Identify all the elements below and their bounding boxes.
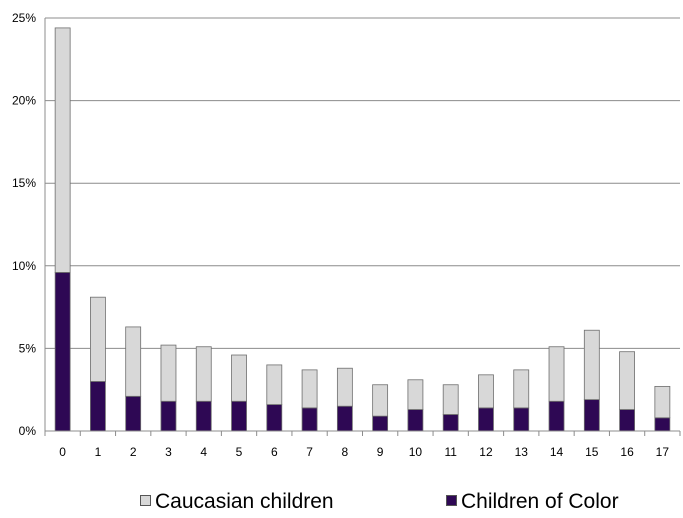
bar-caucasian-children xyxy=(195,346,212,402)
bar-children-of-color xyxy=(548,400,565,432)
x-tick-label: 15 xyxy=(585,445,599,459)
legend-swatch-caucasian xyxy=(140,494,151,506)
bar-children-of-color xyxy=(266,404,283,432)
y-tick-label: 25% xyxy=(12,11,36,25)
bar-caucasian-children xyxy=(266,364,283,405)
bar-caucasian-children xyxy=(619,351,635,410)
legend-label-caucasian: Caucasian children xyxy=(155,490,334,513)
bar-children-of-color xyxy=(54,272,71,432)
bar-children-of-color xyxy=(513,407,530,432)
bar-caucasian-children xyxy=(548,346,565,402)
x-tick-label: 1 xyxy=(95,445,102,459)
x-tick-label: 9 xyxy=(377,445,384,459)
x-tick-label: 16 xyxy=(620,445,634,459)
bar-caucasian-children xyxy=(478,374,494,409)
x-tick-label: 12 xyxy=(479,445,493,459)
bar-caucasian-children xyxy=(90,296,106,382)
bar-caucasian-children xyxy=(54,27,71,273)
bar-caucasian-children xyxy=(583,329,600,401)
y-tick-label: 20% xyxy=(12,94,36,108)
x-tick-label: 10 xyxy=(409,445,423,459)
bar-children-of-color xyxy=(231,400,247,432)
bar-children-of-color xyxy=(301,407,318,432)
bar-caucasian-children xyxy=(372,384,389,417)
y-tick-label: 5% xyxy=(19,341,37,355)
legend-item-caucasian: Caucasian children xyxy=(140,490,334,514)
bar-children-of-color xyxy=(478,407,494,432)
bar-caucasian-children xyxy=(125,326,142,397)
bar-children-of-color xyxy=(125,395,142,432)
bar-children-of-color xyxy=(654,417,671,432)
y-tick-label: 10% xyxy=(12,259,36,273)
legend: Caucasian children Children of Color xyxy=(0,484,683,518)
x-tick-label: 8 xyxy=(342,445,349,459)
bar-caucasian-children xyxy=(160,344,177,402)
x-tick-label: 2 xyxy=(130,445,137,459)
bar-children-of-color xyxy=(619,409,635,432)
bar-children-of-color xyxy=(195,400,212,432)
x-tick-label: 17 xyxy=(656,445,670,459)
y-tick-label: 15% xyxy=(12,176,36,190)
bar-children-of-color xyxy=(336,405,353,432)
bar-caucasian-children xyxy=(442,384,459,415)
y-tick-label: 0% xyxy=(19,424,37,438)
bar-caucasian-children xyxy=(336,367,353,407)
legend-label-children-of-color: Children of Color xyxy=(461,490,619,513)
legend-item-children-of-color: Children of Color xyxy=(446,490,619,514)
bar-children-of-color xyxy=(407,409,424,432)
x-tick-label: 3 xyxy=(165,445,172,459)
x-tick-label: 13 xyxy=(515,445,529,459)
bar-caucasian-children xyxy=(407,379,424,410)
bar-children-of-color xyxy=(442,414,459,432)
x-tick-label: 0 xyxy=(59,445,66,459)
legend-swatch-children-of-color xyxy=(446,494,457,506)
bar-caucasian-children xyxy=(231,354,247,402)
bar-children-of-color xyxy=(372,415,389,432)
x-tick-label: 5 xyxy=(236,445,243,459)
bar-children-of-color xyxy=(90,381,106,432)
bar-children-of-color xyxy=(160,400,177,432)
x-tick-label: 4 xyxy=(200,445,207,459)
bar-children-of-color xyxy=(583,399,600,432)
x-tick-label: 7 xyxy=(306,445,313,459)
bar-caucasian-children xyxy=(654,385,671,419)
bar-caucasian-children xyxy=(301,369,318,409)
x-tick-label: 14 xyxy=(550,445,564,459)
x-tick-label: 6 xyxy=(271,445,278,459)
bar-caucasian-children xyxy=(513,369,530,409)
stacked-bar-chart: 0%5%10%15%20%25%0 1 2 3 4 5 6 7 8 9 10 11 12 13 14 15 16… xyxy=(12,11,681,459)
x-tick-label: 11 xyxy=(444,445,457,459)
